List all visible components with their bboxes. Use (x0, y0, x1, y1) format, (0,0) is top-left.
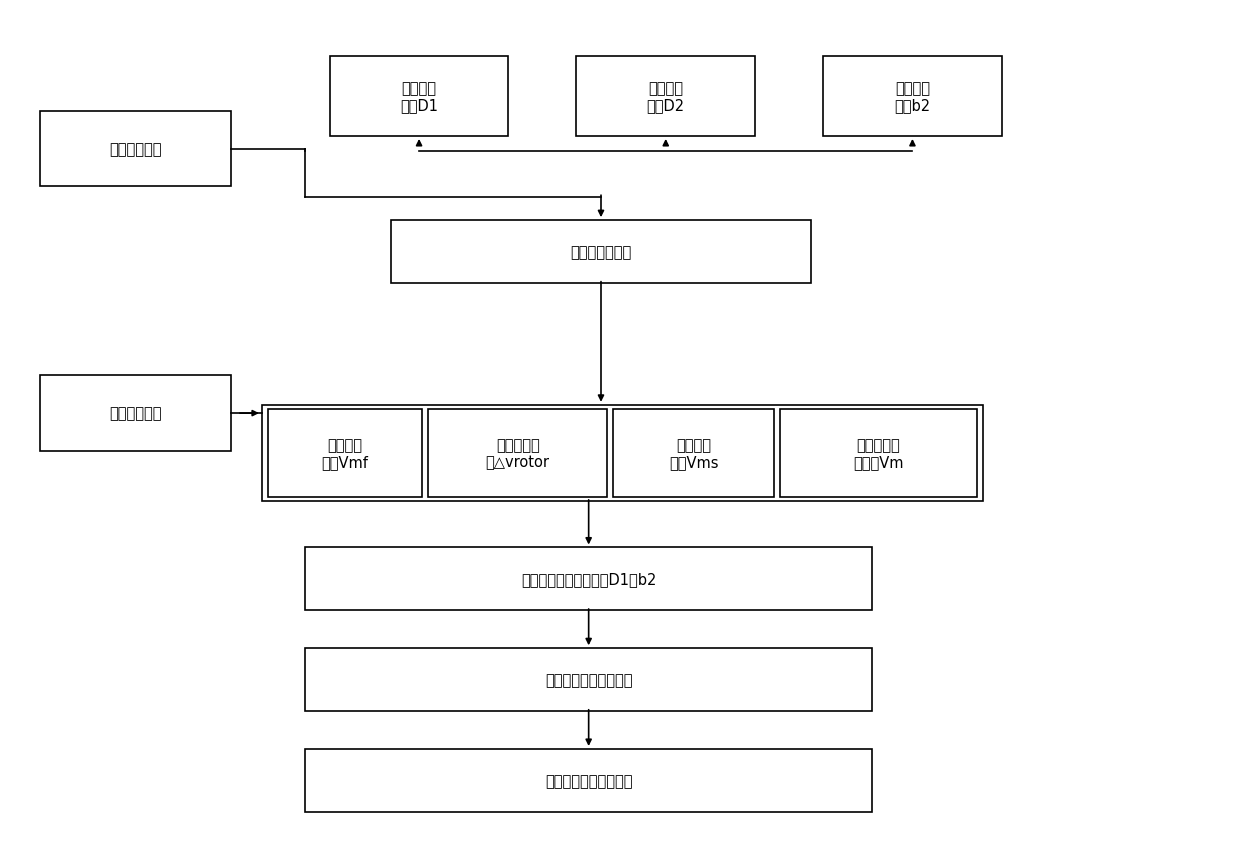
Text: 叶轮流道过流面积校核: 叶轮流道过流面积校核 (545, 673, 632, 687)
Text: 叶轮轴面绘形状: 叶轮轴面绘形状 (570, 245, 632, 260)
Bar (392, 221, 810, 284)
Bar (268, 409, 422, 497)
Bar (823, 57, 1002, 137)
Bar (576, 57, 756, 137)
Text: 流体轴面
速度Vmf: 流体轴面 速度Vmf (322, 437, 368, 469)
Bar (40, 376, 230, 452)
Text: 初算水力模型: 初算水力模型 (109, 142, 161, 157)
Text: 叶轮进口
直径D1: 叶轮进口 直径D1 (400, 81, 439, 113)
Bar (779, 409, 978, 497)
Text: 固液速度滑
移△vrotor: 固液速度滑 移△vrotor (486, 437, 550, 469)
Text: 颗粒轴面
速度Vms: 颗粒轴面 速度Vms (669, 437, 719, 469)
Text: 固液整体轴
面速度Vm: 固液整体轴 面速度Vm (854, 437, 903, 469)
Bar (305, 648, 872, 711)
Bar (613, 409, 773, 497)
Bar (305, 548, 872, 611)
Bar (40, 111, 230, 187)
Bar (261, 405, 984, 501)
Bar (429, 409, 607, 497)
Text: 流道几何放大: 流道几何放大 (109, 406, 161, 421)
Bar (330, 57, 508, 137)
Text: 叶轮进出口参数修正，D1，b2: 叶轮进出口参数修正，D1，b2 (520, 571, 657, 587)
Text: 叶轮轴面流道修正完成: 叶轮轴面流道修正完成 (545, 773, 632, 788)
Bar (305, 749, 872, 812)
Text: 叶轮进口
宽度b2: 叶轮进口 宽度b2 (895, 81, 930, 113)
Text: 叶轮进口
直径D2: 叶轮进口 直径D2 (647, 81, 685, 113)
